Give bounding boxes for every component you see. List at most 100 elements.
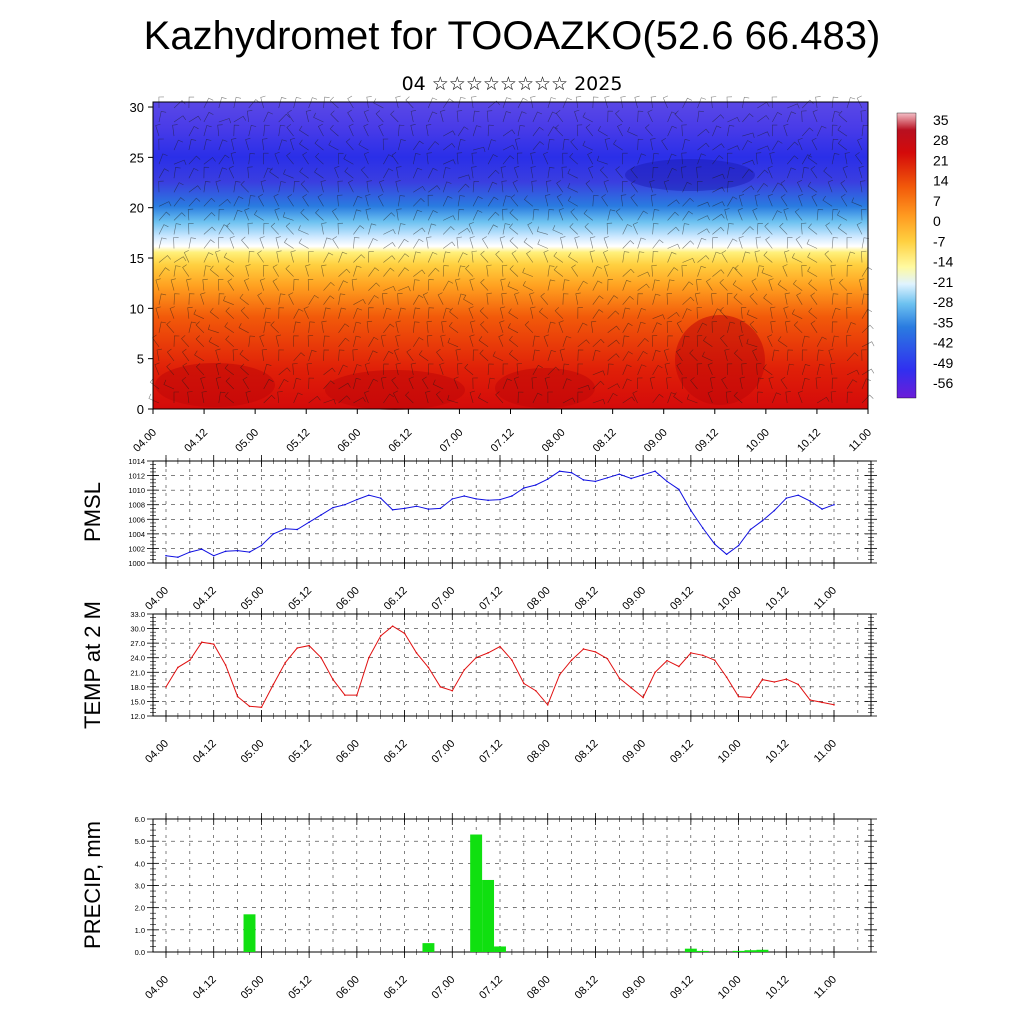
wind-barb — [786, 237, 793, 249]
wind-barb — [163, 379, 175, 390]
wind-barb — [396, 166, 402, 179]
wind-barb — [502, 144, 516, 151]
colorbar-label: -49 — [933, 355, 953, 371]
temp-x-tick-label: 04.00 — [143, 738, 171, 766]
wind-barb — [293, 96, 302, 109]
wind-barb — [666, 321, 673, 333]
wind-barb — [263, 378, 274, 390]
wind-barb — [158, 321, 167, 333]
wind-barb — [239, 293, 249, 305]
wind-barb — [321, 264, 327, 277]
wind-barb — [705, 278, 713, 291]
wind-barb — [368, 267, 380, 277]
wind-barb — [651, 335, 658, 347]
pmsl-panel: 1000 1002 1004 1006 1008 1010 1012 1014 04.00 04.… — [80, 455, 877, 613]
wind-barb — [447, 394, 459, 404]
wind-barb — [413, 337, 424, 347]
wind-barb — [727, 152, 733, 165]
heatmap-core — [495, 368, 595, 408]
wind-barb — [622, 295, 634, 305]
wind-barb — [215, 250, 221, 263]
wind-barb — [697, 255, 710, 263]
wind-barb — [861, 250, 867, 263]
wind-barb — [607, 110, 614, 123]
wind-barb — [530, 306, 536, 319]
wind-barb — [499, 320, 505, 333]
wind-barb — [721, 250, 728, 263]
wind-barb — [794, 208, 803, 221]
wind-barb — [508, 308, 519, 319]
wind-barb — [247, 166, 253, 179]
wind-barb — [382, 293, 388, 305]
wind-barb — [827, 179, 834, 193]
wind-barb — [422, 292, 429, 305]
wind-barb — [739, 376, 745, 390]
wind-barb — [391, 376, 399, 390]
temp-data-point — [666, 659, 668, 662]
wind-barb — [278, 181, 286, 193]
wind-barb — [702, 351, 713, 362]
temp-data-point — [582, 648, 585, 650]
wind-barb — [816, 209, 824, 221]
wind-barb — [842, 165, 848, 179]
wind-barb — [792, 279, 803, 291]
wind-barb — [278, 97, 287, 109]
wind-barb — [218, 139, 228, 151]
heatmap-core — [325, 370, 465, 410]
pmsl-data-point — [439, 507, 442, 510]
wind-barb — [681, 377, 688, 390]
wind-barb — [796, 180, 803, 193]
wind-barb — [383, 154, 394, 165]
wind-barb — [169, 306, 175, 319]
wind-barb — [158, 224, 169, 235]
temp-data-point — [212, 643, 215, 645]
wind-barb — [323, 367, 336, 376]
wind-barb — [278, 113, 291, 123]
wind-barb — [440, 334, 446, 347]
wind-barb — [632, 390, 638, 404]
wind-barb — [323, 295, 335, 305]
wind-barb — [576, 124, 583, 137]
wind-barb — [749, 292, 758, 305]
pmsl-data-point — [737, 544, 740, 547]
wind-barb — [306, 363, 312, 375]
wind-barb — [562, 397, 576, 404]
wind-barb — [487, 224, 498, 235]
wind-barb — [588, 165, 594, 179]
wind-barb — [667, 335, 673, 347]
wind-barb — [508, 335, 519, 348]
temp-data-point — [284, 661, 287, 664]
wind-barb — [637, 251, 645, 263]
wind-barb — [637, 138, 644, 151]
wind-barb — [187, 391, 193, 404]
wind-barb — [592, 280, 603, 291]
wind-barb — [523, 195, 534, 207]
wind-barb — [383, 350, 394, 362]
wind-barb — [615, 208, 623, 221]
wind-barb — [697, 322, 708, 333]
wind-barb — [352, 349, 358, 361]
wind-barb — [353, 225, 365, 235]
wind-barb — [338, 349, 345, 361]
wind-barb — [233, 124, 240, 137]
wind-barb — [637, 337, 649, 347]
wind-barb — [712, 213, 725, 221]
pmsl-data-point — [833, 503, 835, 506]
wind-barb — [410, 362, 417, 375]
pmsl-x-tick-label: 06.00 — [334, 585, 362, 613]
wind-barb — [232, 349, 239, 361]
wind-barb — [364, 362, 371, 375]
wind-barb — [517, 111, 527, 123]
heatmap-x-tick-label: 06.00 — [335, 427, 363, 455]
wind-barb — [511, 250, 519, 263]
wind-barb — [607, 339, 620, 348]
wind-barb — [259, 334, 265, 347]
wind-barb — [383, 267, 395, 277]
wind-barb — [413, 153, 421, 165]
wind-barb — [726, 96, 733, 109]
wind-barb — [285, 222, 294, 235]
wind-barb — [682, 181, 692, 193]
wind-barb — [440, 109, 446, 123]
wind-barb — [218, 198, 231, 207]
wind-barb — [590, 320, 597, 333]
